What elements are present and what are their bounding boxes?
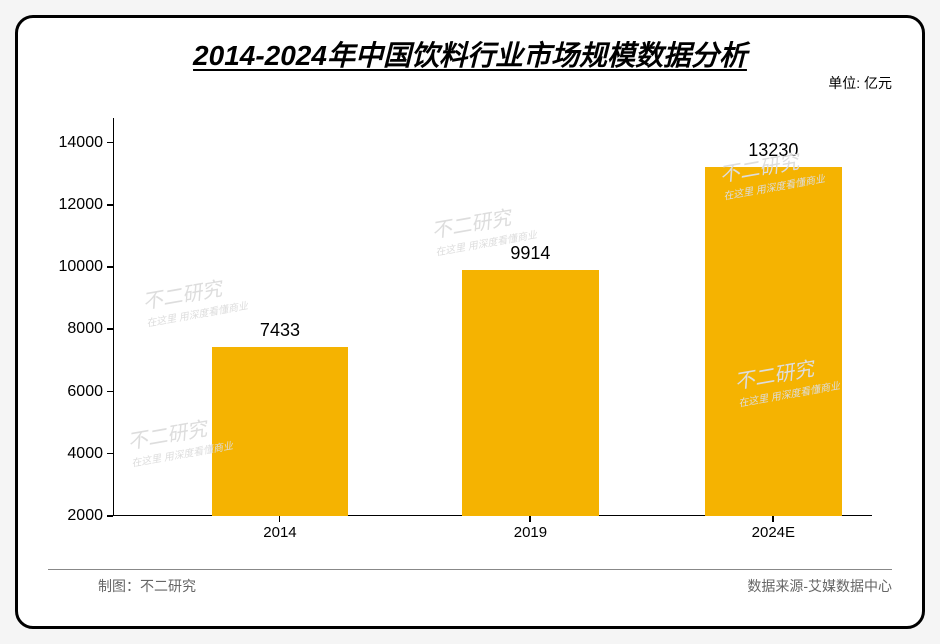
y-tick-mark: [107, 204, 113, 206]
y-tick-mark: [107, 391, 113, 393]
y-tick-mark: [107, 328, 113, 330]
watermark: 不二研究在这里 用深度看懂商业: [140, 269, 249, 330]
watermark-sub: 在这里 用深度看懂商业: [145, 297, 249, 330]
footer-credit: 制图：不二研究: [98, 576, 196, 596]
y-tick-label: 8000: [67, 320, 103, 338]
x-tick-mark: [772, 516, 774, 522]
y-tick-mark: [107, 266, 113, 268]
footer-divider: [48, 569, 892, 570]
x-tick-label: 2019: [514, 524, 547, 541]
bar: 7433: [212, 347, 349, 516]
bar-value-label: 7433: [260, 320, 300, 341]
x-tick-mark: [529, 516, 531, 522]
y-tick-label: 4000: [67, 445, 103, 463]
y-tick-mark: [107, 515, 113, 517]
chart-card: 2014-2024年中国饮料行业市场规模数据分析 单位: 亿元 20004000…: [15, 15, 925, 629]
y-tick-label: 2000: [67, 507, 103, 525]
watermark-main: 不二研究: [140, 269, 246, 315]
y-tick-label: 10000: [59, 258, 104, 276]
watermark-main: 不二研究: [429, 197, 535, 243]
chart-title: 2014-2024年中国饮料行业市场规模数据分析: [18, 34, 922, 74]
unit-label: 单位: 亿元: [828, 73, 892, 93]
x-tick-label: 2014: [263, 524, 296, 541]
y-tick-label: 12000: [59, 196, 104, 214]
y-tick-mark: [107, 142, 113, 144]
bar: 13230: [705, 167, 842, 516]
bar-value-label: 9914: [510, 243, 550, 264]
y-tick-label: 14000: [59, 134, 104, 152]
x-tick-mark: [279, 516, 281, 522]
footer-source: 数据来源-艾媒数据中心: [747, 576, 892, 596]
y-tick-mark: [107, 453, 113, 455]
y-axis: [113, 118, 114, 516]
x-tick-label: 2024E: [752, 524, 795, 541]
bar: 9914: [462, 270, 599, 516]
y-tick-label: 6000: [67, 383, 103, 401]
plot-area: 2000400060008000100001200014000743320149…: [113, 118, 872, 516]
chart-footer: 制图：不二研究 数据来源-艾媒数据中心: [48, 569, 892, 596]
bar-value-label: 13230: [748, 140, 798, 161]
